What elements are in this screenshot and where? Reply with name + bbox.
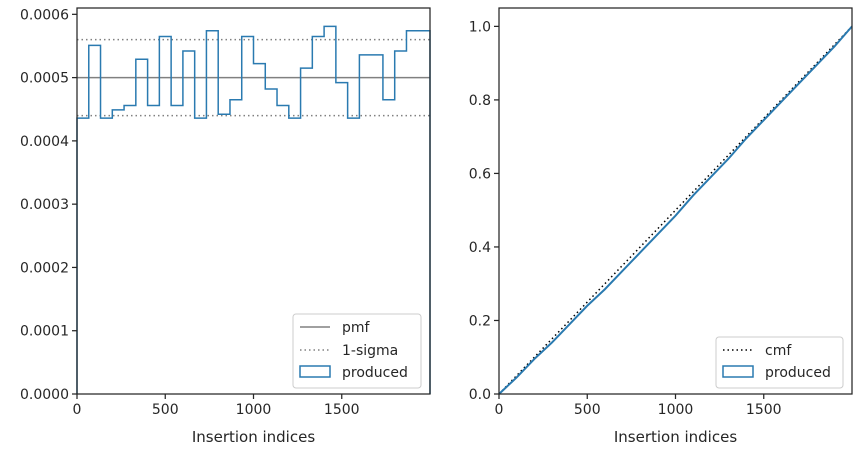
legend-cmf-label: cmf [765, 343, 792, 359]
right-x-tick-label: 0 [495, 402, 504, 418]
right-x-tick-label: 1500 [746, 402, 782, 418]
left-x-ticks: 0 500 1000 1500 [73, 394, 360, 418]
produced-histogram-step [76, 25, 431, 394]
left-x-tick-label: 1500 [324, 402, 360, 418]
right-y-tick-label: 0.6 [469, 166, 491, 182]
left-x-tick-label: 500 [152, 402, 179, 418]
right-y-tick-label: 0.4 [469, 240, 491, 256]
right-x-tick-label: 500 [574, 402, 601, 418]
legend-produced-label: produced [765, 365, 831, 381]
right-y-tick-label: 0.8 [469, 93, 491, 109]
left-legend-box [292, 313, 422, 389]
right-axes-frame [498, 7, 853, 395]
produced-cumulative-line [498, 25, 853, 395]
right-x-tick-label: 1000 [658, 402, 694, 418]
left-x-axis-label: Insertion indices [192, 428, 315, 446]
left-y-ticks: 0.0000 0.0001 0.0002 0.0003 0.0004 0.0005 0.00… [20, 7, 77, 403]
left-y-tick-label: 0.0000 [20, 387, 69, 403]
left-y-tick-label: 0.0005 [20, 71, 69, 87]
legend-sigma-label: 1-sigma [342, 343, 398, 359]
left-y-tick-label: 0.0003 [20, 197, 69, 213]
right-x-ticks: 0 500 1000 1500 [495, 394, 782, 418]
left-y-tick-label: 0.0004 [20, 134, 69, 150]
right-x-axis-label: Insertion indices [614, 428, 737, 446]
left-x-tick-label: 0 [73, 402, 82, 418]
left-y-tick-label: 0.0006 [20, 7, 69, 23]
left-y-tick-label: 0.0001 [20, 324, 69, 340]
left-y-tick-label: 0.0002 [20, 260, 69, 276]
right-chart: 0 500 1000 1500 0.0 0.2 0.4 0.6 0.8 1.0 Insertio… [469, 7, 853, 446]
left-x-tick-label: 1000 [236, 402, 272, 418]
left-chart: 0 500 1000 1500 0.00000.00010.00020.00030.0… [20, 7, 431, 446]
right-y-tick-label: 0.2 [469, 313, 491, 329]
right-y-ticks: 0.0 0.2 0.4 0.6 0.8 1.0 [469, 19, 499, 403]
right-legend: cmf produced [715, 336, 844, 389]
right-y-tick-label: 1.0 [469, 19, 491, 35]
legend-produced-label: produced [342, 365, 408, 381]
legend-produced-swatch [722, 365, 754, 378]
legend-produced-swatch [299, 365, 331, 378]
right-legend-box [715, 336, 844, 389]
left-legend: pmf 1-sigma produced [292, 313, 422, 389]
legend-pmf-label: pmf [342, 320, 371, 336]
right-y-tick-label: 0.0 [469, 387, 491, 403]
